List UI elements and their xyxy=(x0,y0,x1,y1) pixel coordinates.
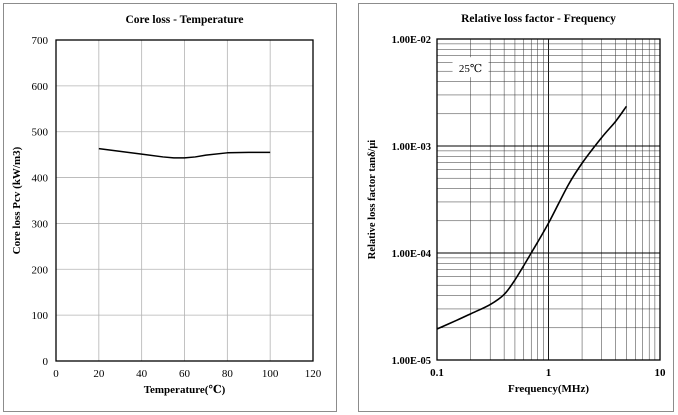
loss-factor-chart: Relative loss factor - Frequency 1.00E-05… xyxy=(367,13,667,395)
x-axis-label: Temperature(℃) xyxy=(144,384,226,396)
y-tick-label: 1.00E-02 xyxy=(392,35,431,46)
y-tick-label: 600 xyxy=(32,81,49,93)
temperature-annotation-box xyxy=(452,57,489,78)
x-tick-label: 0 xyxy=(53,368,59,380)
y-tick-label: 500 xyxy=(32,127,49,139)
x-tick-label: 0.1 xyxy=(430,367,444,379)
chart-title: Core loss - Temperature xyxy=(125,14,243,26)
y-tick-label: 400 xyxy=(32,173,49,185)
temperature-annotation: 25℃ xyxy=(459,63,482,75)
core-loss-chart: Core loss - Temperature01002003004005006… xyxy=(11,14,322,396)
y-tick-label: 700 xyxy=(32,35,49,47)
series-line xyxy=(436,105,628,330)
x-tick-label: 10 xyxy=(655,367,667,379)
x-tick-label: 80 xyxy=(222,368,234,380)
y-tick-label: 200 xyxy=(32,264,49,276)
y-axis-label: Core loss Pcv (kW/m3) xyxy=(11,146,23,254)
x-tick-label: 100 xyxy=(262,368,279,380)
y-tick-label: 1.00E-05 xyxy=(392,356,431,367)
series-line xyxy=(98,147,271,159)
y-tick-label: 300 xyxy=(32,218,49,230)
x-axis-label: Frequency(MHz) xyxy=(508,383,589,395)
y-tick-label: 1.00E-04 xyxy=(392,249,432,260)
x-tick-label: 40 xyxy=(136,368,148,380)
x-tick-label: 20 xyxy=(93,368,105,380)
chart-title: Relative loss factor - Frequency xyxy=(461,13,616,25)
core-loss-chart-panel: Core loss - Temperature 0 100 200 300 400 500 6… xyxy=(3,3,337,412)
x-tick-label: 1 xyxy=(546,367,552,379)
y-tick-label: 0 xyxy=(43,356,49,368)
y-axis-label: Relative loss factor tanδ/μi xyxy=(367,140,378,259)
plot-frame xyxy=(55,39,314,362)
x-tick-label: 60 xyxy=(179,368,191,380)
plot-frame xyxy=(436,38,661,361)
y-tick-label: 100 xyxy=(32,310,49,322)
x-tick-label: 120 xyxy=(305,368,322,380)
y-tick-label: 1.00E-03 xyxy=(392,142,431,153)
loss-factor-chart-panel: Relative loss factor - Frequency 1.00E-05… xyxy=(358,3,674,412)
